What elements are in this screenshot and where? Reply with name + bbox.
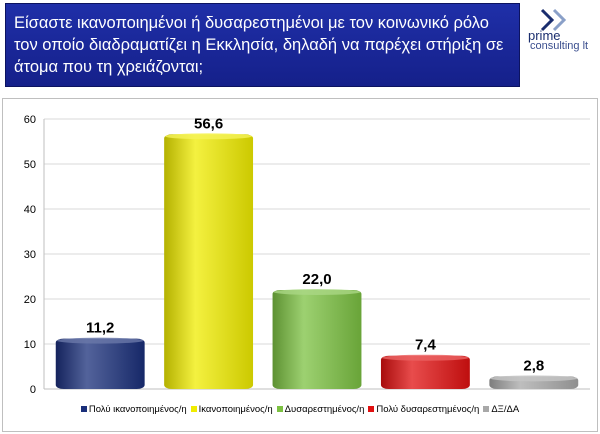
data-label: 22,0	[302, 271, 331, 288]
bar-highlight	[165, 133, 253, 140]
legend-label: ΔΞ/ΔΑ	[491, 404, 520, 415]
logo-mark-icon	[540, 8, 567, 32]
bar-highlight	[56, 337, 144, 344]
bar	[380, 355, 470, 389]
y-tick-label: 10	[24, 339, 36, 351]
chart-legend: Πολύ ικανοποιημένος/η Ικανοποιημένος/η Δυσ…	[0, 404, 600, 415]
legend-swatch	[483, 406, 490, 413]
legend-label: Δυσαρεστημένος/η	[284, 404, 365, 415]
bar	[55, 338, 145, 389]
legend-swatch	[368, 406, 375, 413]
y-tick-label: 0	[30, 384, 36, 396]
legend-swatch	[190, 406, 197, 413]
legend-label: Ικανοποιημένος/η	[198, 404, 273, 415]
y-tick-label: 30	[24, 249, 36, 261]
legend-swatch	[276, 406, 283, 413]
logo-text: prime consulting lt	[528, 28, 589, 52]
data-label: 11,2	[86, 320, 114, 337]
legend-item: Πολύ δυσαρεστημένος/η	[368, 404, 479, 415]
data-label: 7,4	[415, 337, 437, 354]
y-tick-label: 50	[24, 159, 36, 171]
bar	[272, 290, 362, 389]
y-tick-label: 40	[24, 204, 36, 216]
bar-highlight	[273, 289, 361, 295]
legend-item: Πολύ ικανοποιημένος/η	[80, 404, 187, 415]
logo-line2: consulting lt	[530, 40, 589, 52]
logo-line1: prime	[528, 28, 561, 43]
legend-item: Ικανοποιημένος/η	[190, 404, 273, 415]
prime-consulting-logo: prime consulting lt	[528, 8, 600, 58]
chart-title: Είσαστε ικανοποιημένοι ή δυσαρεστημένοι …	[14, 14, 504, 76]
data-label: 56,6	[194, 115, 223, 132]
legend-item: Δυσαρεστημένος/η	[276, 404, 365, 415]
legend-swatch	[80, 406, 87, 413]
y-tick-label: 60	[24, 114, 36, 126]
legend-label: Πολύ δυσαρεστημένος/η	[376, 404, 480, 415]
data-label: 2,8	[523, 357, 544, 374]
legend-label: Πολύ ικανοποιημένος/η	[88, 404, 187, 415]
bar	[164, 134, 254, 389]
bar-highlight	[490, 375, 578, 382]
title-banner: Είσαστε ικανοποιημένοι ή δυσαρεστημένοι …	[5, 3, 520, 87]
bar-highlight	[381, 354, 469, 361]
y-tick-label: 20	[24, 294, 36, 306]
legend-item: ΔΞ/ΔΑ	[483, 404, 519, 415]
